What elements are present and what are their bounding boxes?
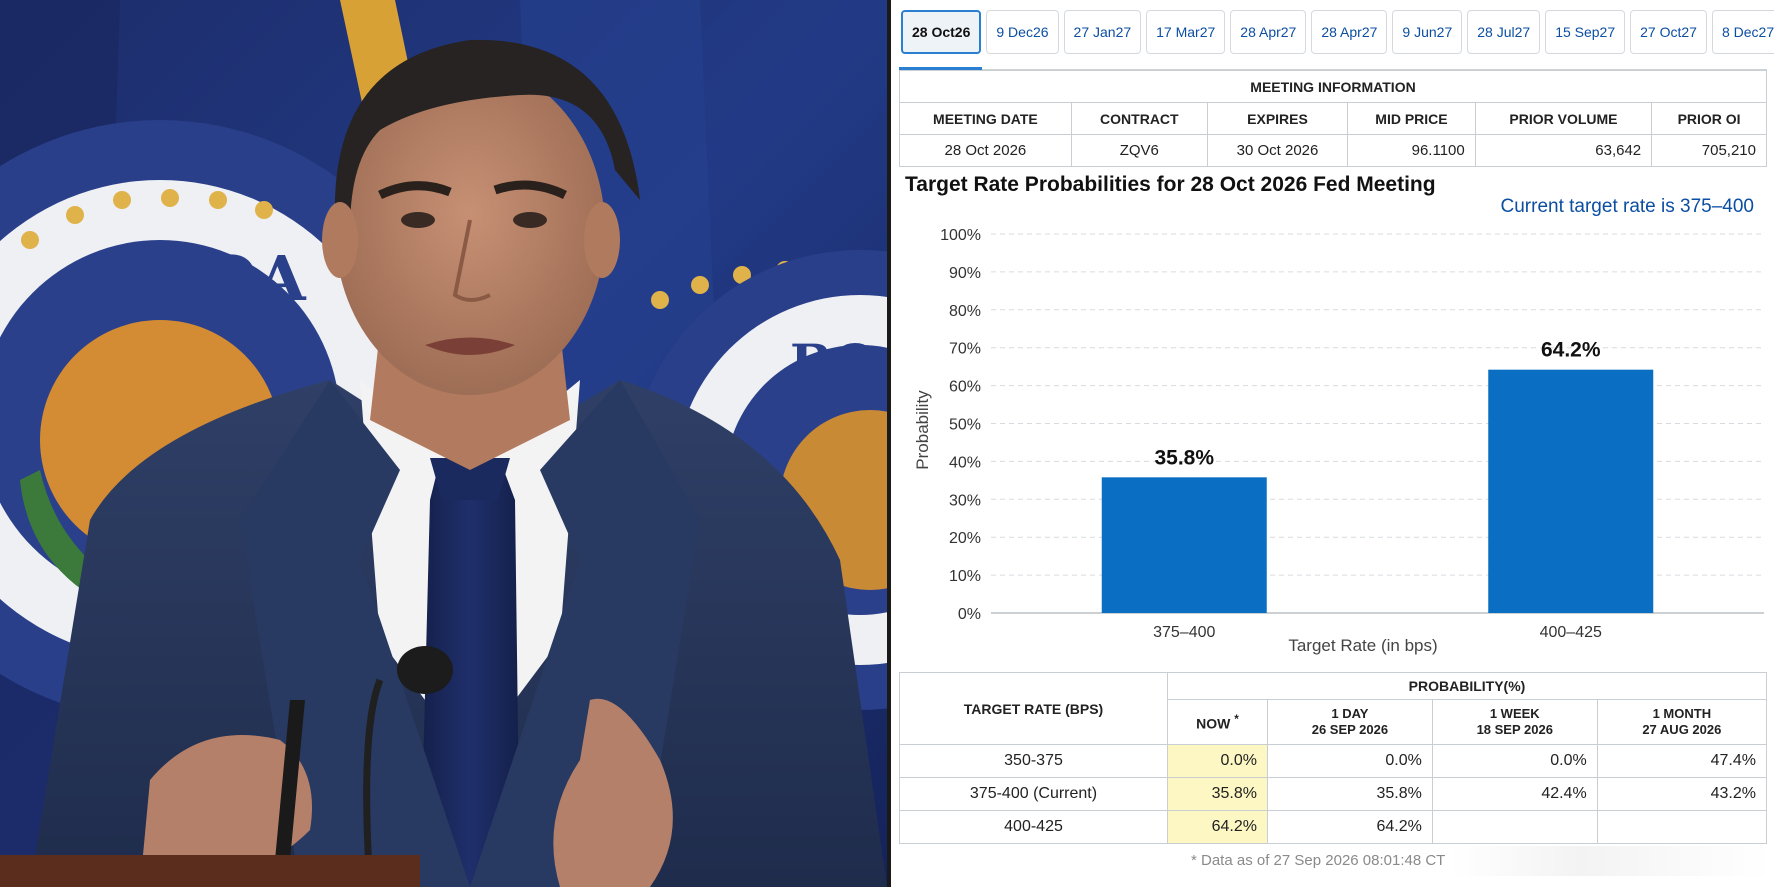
table-row: 28 Oct 2026 ZQV6 30 Oct 2026 96.1100 63,… [899, 134, 1767, 167]
bar-data-label: 64.2% [1541, 339, 1601, 362]
col-1-day-label: 1 DAY [1331, 706, 1369, 721]
x-tick-label: 400–425 [1540, 624, 1602, 641]
tab-9-dec26[interactable]: 9 Dec26 [986, 10, 1059, 54]
col-now: NOW * [1167, 699, 1268, 745]
tab-28-apr27[interactable]: 28 Apr27 [1230, 10, 1307, 54]
expires-value: 30 Oct 2026 [1206, 134, 1349, 167]
now-cell: 35.8% [1167, 777, 1268, 811]
rate-cell: 375-400 (Current) [899, 777, 1168, 811]
table-row: 350-375 0.0% 0.0% 0.0% 47.4% [899, 744, 1768, 778]
y-tick-label: 60% [949, 379, 981, 396]
day-cell: 64.2% [1267, 810, 1433, 844]
y-tick-label: 0% [958, 606, 981, 623]
press-conference-photo: BOA RO BO [0, 0, 887, 887]
y-tick-label: 80% [949, 303, 981, 320]
week-cell [1431, 810, 1598, 844]
col-contract: CONTRACT [1070, 102, 1208, 135]
col-1-month-label: 1 MONTH [1652, 706, 1712, 721]
now-cell: 64.2% [1167, 810, 1268, 844]
y-axis-ticks: 0% 10% 20% 30% 40% 50% 60% 70% 80% 90% 100% [940, 227, 981, 623]
table-row: 400-425 64.2% 64.2% [899, 810, 1768, 844]
bar [1101, 477, 1267, 613]
col-1-month-date: 27 AUG 2026 [1642, 722, 1722, 737]
prior-oi-value: 705,210 [1651, 134, 1767, 167]
x-axis-ticks: 375–400 400–425 [1153, 624, 1602, 641]
tab-28-jul27[interactable]: 28 Jul27 [1467, 10, 1541, 54]
col-now-label: NOW [1196, 715, 1231, 732]
tab-9-jun27[interactable]: 9 Jun27 [1392, 10, 1463, 54]
col-1-week-label: 1 WEEK [1489, 706, 1540, 721]
week-cell: 0.0% [1431, 744, 1598, 778]
x-tick-label: 375–400 [1153, 624, 1215, 641]
col-now-footnote-mark: * [1234, 712, 1239, 726]
meeting-tabs: 28 Oct26 9 Dec26 27 Jan27 17 Mar27 28 Ap… [901, 10, 1774, 54]
probability-header: PROBABILITY(%) [1167, 672, 1767, 700]
col-prior-volume: PRIOR VOLUME [1474, 102, 1653, 135]
month-cell: 43.2% [1596, 777, 1768, 811]
y-tick-label: 100% [940, 227, 981, 244]
y-tick-label: 70% [949, 341, 981, 358]
col-mid-price: MID PRICE [1347, 102, 1476, 135]
data-timestamp-footnote: * Data as of 27 Sep 2026 08:01:48 CT [1191, 852, 1446, 869]
col-1-day-date: 26 SEP 2026 [1311, 722, 1389, 737]
chart-title: Target Rate Probabilities for 28 Oct 202… [905, 173, 1436, 196]
col-expires: EXPIRES [1206, 102, 1349, 135]
day-cell: 35.8% [1267, 777, 1433, 811]
panel-divider [887, 0, 891, 887]
col-1-month: 1 MONTH 27 AUG 2026 [1596, 699, 1768, 745]
probability-bar-chart: 0% 10% 20% 30% 40% 50% 60% 70% 80% 90% 100% 35.8% 6… [913, 227, 1764, 655]
y-tick-label: 50% [949, 417, 981, 434]
chart-bars: 35.8% 64.2% [1101, 339, 1654, 613]
tab-28-apr27-b[interactable]: 28 Apr27 [1311, 10, 1388, 54]
col-1-day: 1 DAY 26 SEP 2026 [1267, 699, 1433, 745]
fedwatch-panel: 28 Oct26 9 Dec26 27 Jan27 17 Mar27 28 Ap… [891, 0, 1774, 887]
target-rate-header: TARGET RATE (BPS) [899, 672, 1168, 745]
contract-value: ZQV6 [1070, 134, 1208, 167]
col-1-week-date: 18 SEP 2026 [1476, 722, 1553, 737]
y-tick-label: 20% [949, 530, 981, 547]
tab-27-jan27[interactable]: 27 Jan27 [1063, 10, 1142, 54]
rate-cell: 400-425 [899, 810, 1168, 844]
svg-text:BOA: BOA [150, 242, 307, 315]
meeting-date-value: 28 Oct 2026 [899, 134, 1072, 167]
meeting-information-table: MEETING INFORMATION MEETING DATE CONTRAC… [899, 70, 1767, 167]
mid-price-value: 96.1100 [1347, 134, 1476, 167]
bar [1488, 369, 1654, 613]
tab-15-sep27[interactable]: 15 Sep27 [1545, 10, 1626, 54]
tab-17-mar27[interactable]: 17 Mar27 [1146, 10, 1226, 54]
table-row: 375-400 (Current) 35.8% 35.8% 42.4% 43.2… [899, 777, 1768, 811]
y-tick-label: 40% [949, 454, 981, 471]
month-cell [1596, 810, 1768, 844]
col-1-week: 1 WEEK 18 SEP 2026 [1431, 699, 1598, 745]
tab-divider [899, 69, 1767, 70]
day-cell: 0.0% [1267, 744, 1433, 778]
rate-cell: 350-375 [899, 744, 1168, 778]
active-tab-indicator [899, 67, 982, 70]
y-tick-label: 90% [949, 265, 981, 282]
y-tick-label: 30% [949, 492, 981, 509]
col-meeting-date: MEETING DATE [899, 102, 1072, 135]
probability-table: TARGET RATE (BPS) PROBABILITY(%) NOW * 1… [899, 672, 1768, 844]
col-prior-oi: PRIOR OI [1651, 102, 1767, 135]
meeting-information-header: MEETING INFORMATION [899, 70, 1767, 103]
y-tick-label: 10% [949, 568, 981, 585]
tab-27-oct27[interactable]: 27 Oct27 [1630, 10, 1707, 54]
y-axis-label: Probability [913, 390, 932, 470]
tab-28-oct26[interactable]: 28 Oct26 [901, 10, 982, 54]
month-cell: 47.4% [1596, 744, 1768, 778]
prior-volume-value: 63,642 [1474, 134, 1653, 167]
footnote-fade-overlay [1451, 846, 1771, 876]
week-cell: 42.4% [1431, 777, 1598, 811]
x-axis-label: Target Rate (in bps) [1288, 636, 1437, 655]
current-target-rate: Current target rate is 375–400 [1500, 196, 1755, 217]
bar-data-label: 35.8% [1154, 446, 1214, 469]
microphone-icon [363, 646, 453, 887]
tab-8-dec27[interactable]: 8 Dec27 [1711, 10, 1774, 54]
now-cell: 0.0% [1167, 744, 1268, 778]
svg-text:BO: BO [790, 333, 877, 392]
